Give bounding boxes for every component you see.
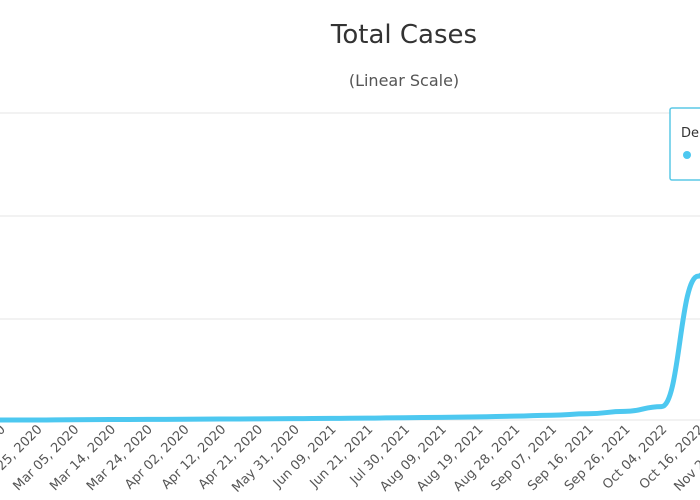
hover-tooltip: De [669,107,700,181]
tooltip-label: De [681,126,699,141]
gridlines [0,112,700,421]
series-line-layer [0,272,700,423]
tooltip-series-dot [683,151,691,159]
chart-subtitle: (Linear Scale) [349,71,459,90]
x-tick-label: Apr 21, 2020 [196,422,266,492]
x-tick-label: Apr 12, 2020 [159,422,229,492]
chart-title: Total Cases [330,20,477,50]
x-tick-label: Oct 04, 2022 [600,422,670,492]
x-tick-label: Apr 02, 2020 [122,422,192,492]
tooltip-box [669,107,700,181]
series-line [0,272,700,423]
